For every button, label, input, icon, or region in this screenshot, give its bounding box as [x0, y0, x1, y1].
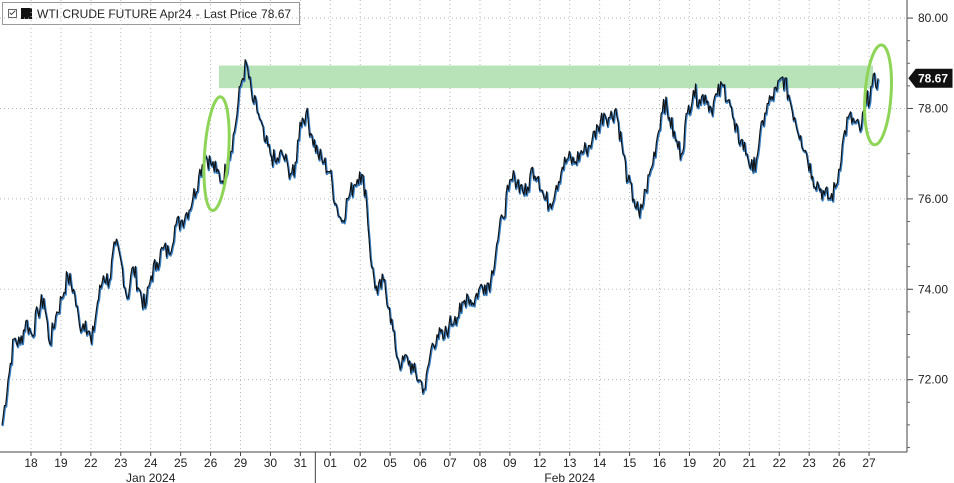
last-price-box [908, 68, 953, 88]
x-tick-label: 26 [832, 456, 846, 470]
x-tick-label: 16 [653, 456, 667, 470]
x-tick-label: 24 [144, 456, 158, 470]
x-tick-label: 19 [54, 456, 68, 470]
price-line-shadow [1, 59, 880, 427]
legend-last-price-label: Last Price [203, 6, 258, 21]
x-tick-label: 25 [174, 456, 188, 470]
x-tick-label: 07 [443, 456, 457, 470]
x-month-label: Feb 2024 [544, 471, 595, 483]
highlight-ellipse [202, 95, 231, 213]
last-price-label: 78.67 [918, 72, 948, 86]
series-swatch-icon [21, 8, 32, 19]
x-tick-label: 05 [383, 456, 397, 470]
x-tick-label: 14 [593, 456, 607, 470]
x-tick-label: 21 [743, 456, 757, 470]
x-tick-label: 20 [713, 456, 727, 470]
price-lines [1, 59, 880, 427]
y-tick-label: 72.00 [918, 373, 948, 387]
x-month-label: Jan 2024 [126, 471, 176, 483]
x-tick-label: 01 [324, 456, 338, 470]
resistance-band-rect [219, 65, 873, 89]
x-tick-label: 02 [354, 456, 368, 470]
x-tick-label: 18 [24, 456, 38, 470]
x-tick-label: 30 [264, 456, 278, 470]
chart-grid [0, 0, 907, 452]
x-tick-label: 22 [773, 456, 787, 470]
x-tick-label: 12 [533, 456, 547, 470]
x-tick-label: 27 [862, 456, 876, 470]
ellipse-annotations [202, 43, 893, 213]
y-tick-label: 74.00 [918, 282, 948, 296]
x-tick-label: 23 [803, 456, 817, 470]
x-tick-label: 13 [563, 456, 577, 470]
x-tick-label: 15 [623, 456, 637, 470]
legend-separator: - [195, 6, 200, 21]
x-tick-label: 06 [413, 456, 427, 470]
x-tick-label: 22 [84, 456, 98, 470]
legend-last-price-value: 78.67 [261, 6, 292, 21]
legend-series-name: WTI CRUDE FUTURE Apr24 [37, 6, 192, 21]
x-tick-label: 23 [114, 456, 128, 470]
x-tick-label: 29 [234, 456, 248, 470]
y-tick-label: 76.00 [918, 192, 948, 206]
x-tick-label: 19 [683, 456, 697, 470]
y-tick-label: 78.00 [918, 101, 948, 115]
resistance-band [219, 65, 873, 89]
x-tick-label: 26 [204, 456, 218, 470]
price-line [1, 59, 879, 425]
x-tick-label: 08 [473, 456, 487, 470]
x-tick-label: 31 [294, 456, 308, 470]
y-tick-label: 80.00 [918, 11, 948, 25]
highlight-ellipse [863, 43, 893, 147]
legend-checkbox-icon[interactable] [8, 9, 17, 18]
x-tick-label: 09 [503, 456, 517, 470]
